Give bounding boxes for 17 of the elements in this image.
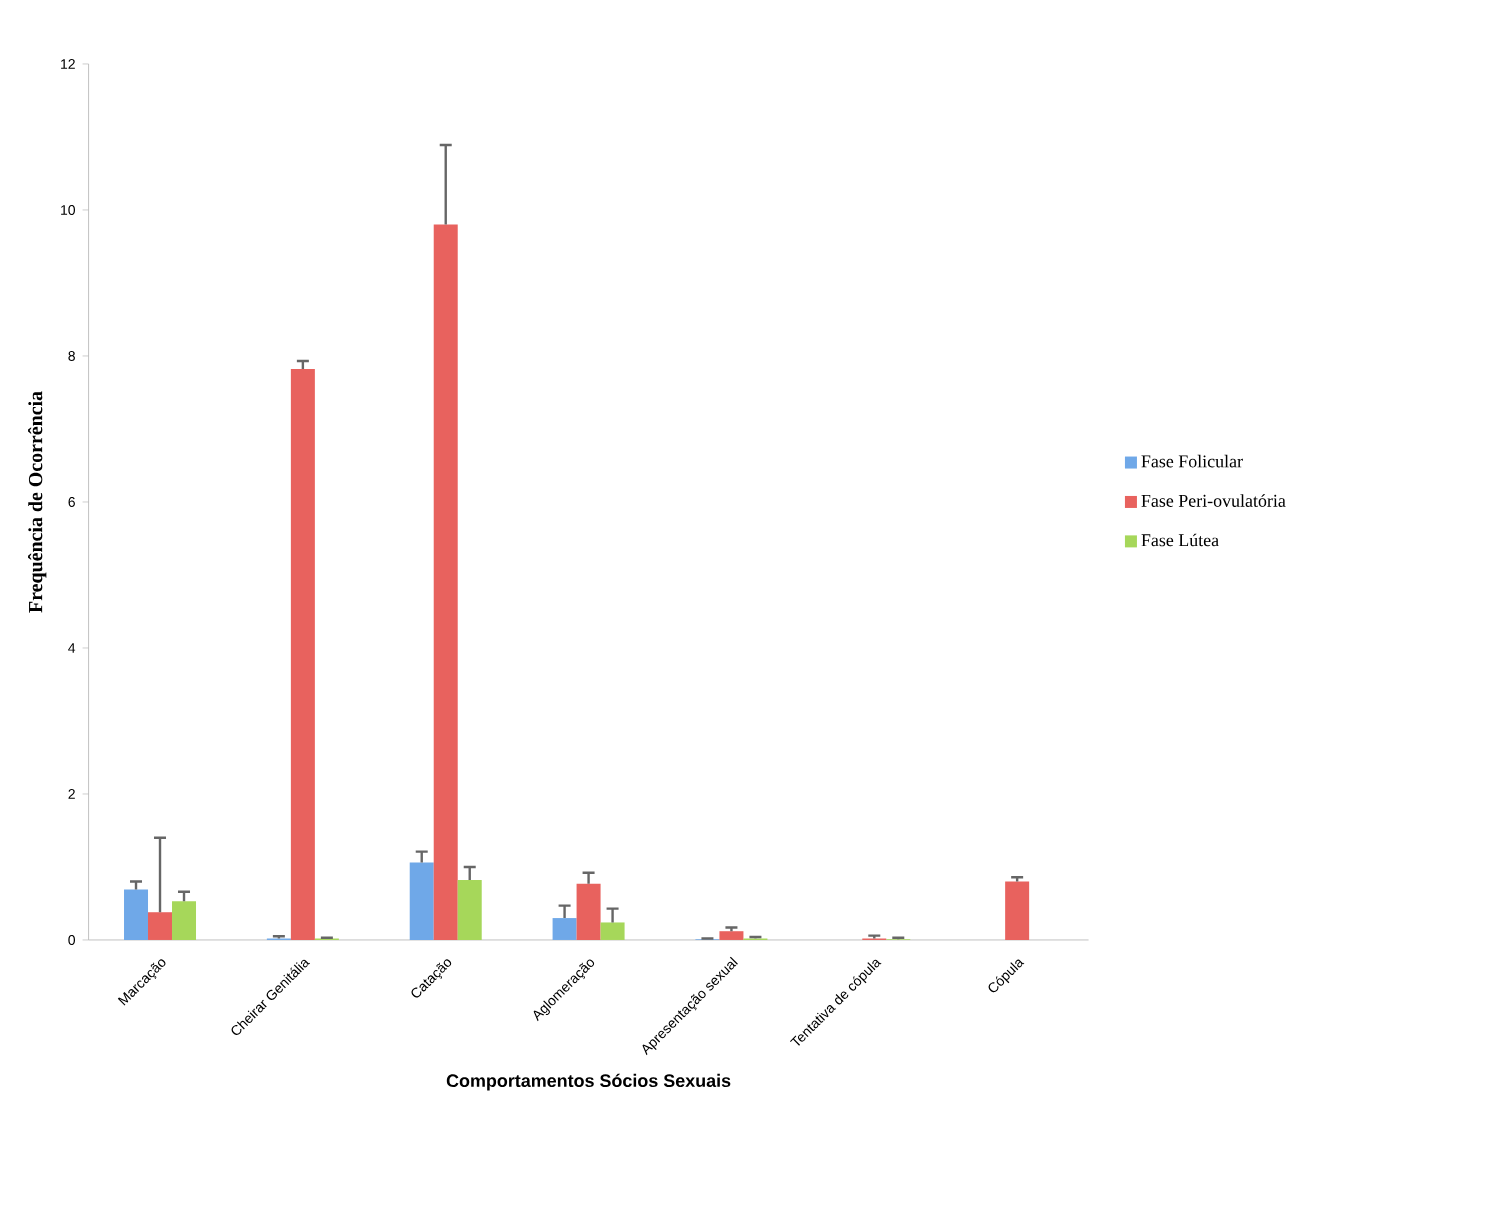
bar xyxy=(552,918,577,940)
bar xyxy=(148,912,173,940)
bar xyxy=(600,922,625,940)
bar xyxy=(576,883,601,940)
bar xyxy=(1005,881,1030,940)
legend-label: Fase Peri-ovulatória xyxy=(1141,494,1286,507)
bar xyxy=(172,901,197,940)
bar xyxy=(457,880,482,940)
x-axis-title: Comportamentos Sócios Sexuais xyxy=(446,1073,731,1091)
bar xyxy=(719,931,744,940)
y-axis-title: Frequência de Ocorrência xyxy=(28,391,47,613)
bar xyxy=(433,224,458,940)
bar xyxy=(124,889,149,940)
legend-label: Fase Lútea xyxy=(1141,533,1219,547)
bar xyxy=(290,369,315,940)
legend-label: Fase Folicular xyxy=(1141,454,1243,468)
bar xyxy=(409,862,434,940)
